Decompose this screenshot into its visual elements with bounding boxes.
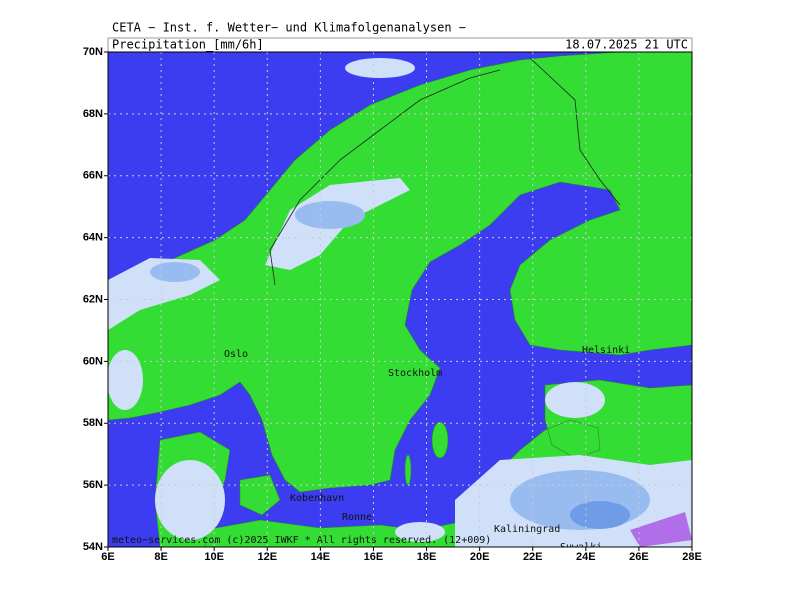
precip-area [570,501,630,529]
lon-tick-label: 20E [470,551,490,563]
precip-area [345,58,415,78]
city-label: Kobenhavn [290,493,344,504]
lon-tick-label: 10E [204,551,224,563]
lat-tick-label: 60N [83,355,103,367]
copyright: meteo−services.com (c)2025 IWKF * All ri… [112,535,491,546]
lon-tick-label: 18E [417,551,437,563]
precip-area [545,382,605,418]
lat-tick-label: 70N [83,46,103,58]
precip-area [295,201,365,229]
precip-area [155,460,225,540]
city-label: Suwalki [560,542,602,553]
precip-area [108,350,143,410]
lon-tick-label: 26E [629,551,649,563]
city-label: Helsinki [582,345,630,356]
lon-tick-label: 22E [523,551,543,563]
precip-area [630,512,692,547]
lat-tick-label: 66N [83,170,103,182]
land-oland [404,454,412,486]
city-label: Stockholm [388,368,442,379]
header-source: CETA − Inst. f. Wetter− und Klimafolgena… [112,21,466,35]
lat-tick-label: 58N [83,417,103,429]
lat-tick-label: 54N [83,541,103,553]
graticule [108,52,692,547]
city-label: Ronne [342,512,372,523]
lon-tick-label: 6E [101,551,114,563]
land-gotland [431,421,449,459]
lat-tick-label: 56N [83,479,103,491]
map-area: Oslo Stockholm Helsinki Kobenhavn Ronne … [108,52,692,553]
precip-area [150,262,200,282]
lon-tick-label: 16E [364,551,384,563]
city-label: Oslo [224,349,248,360]
lon-tick-label: 28E [682,551,702,563]
city-label: Kaliningrad [494,524,560,535]
lon-tick-label: 12E [257,551,277,563]
lat-tick-label: 64N [83,232,103,244]
lon-tick-label: 14E [311,551,331,563]
lat-tick-label: 68N [83,108,103,120]
border-line [269,57,621,286]
lon-tick-label: 8E [154,551,167,563]
land-scandinavia [108,52,692,493]
precip-area [395,522,445,542]
lon-tick-label: 24E [576,551,596,563]
valid-time: 18.07.2025 21 UTC [565,38,688,52]
variable-label: Precipitation_[mm/6h] [112,38,264,52]
lat-tick-label: 62N [83,293,103,305]
